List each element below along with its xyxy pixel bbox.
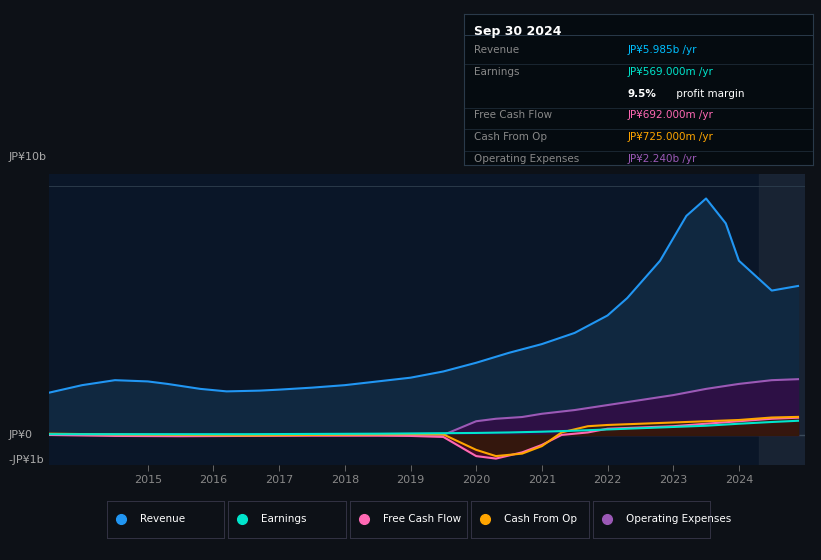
Text: Revenue: Revenue [475,45,520,55]
Text: Cash From Op: Cash From Op [504,515,577,524]
Text: Free Cash Flow: Free Cash Flow [383,515,461,524]
Text: JP¥569.000m /yr: JP¥569.000m /yr [628,67,713,77]
Text: Operating Expenses: Operating Expenses [475,153,580,164]
Text: JP¥0: JP¥0 [8,430,32,440]
Text: JP¥692.000m /yr: JP¥692.000m /yr [628,110,713,120]
Text: JP¥725.000m /yr: JP¥725.000m /yr [628,132,713,142]
Text: JP¥10b: JP¥10b [8,152,46,162]
Text: -JP¥1b: -JP¥1b [8,455,44,465]
Text: Earnings: Earnings [475,67,520,77]
Text: JP¥2.240b /yr: JP¥2.240b /yr [628,153,697,164]
Text: 9.5%: 9.5% [628,88,657,99]
Text: Cash From Op: Cash From Op [475,132,548,142]
Text: JP¥5.985b /yr: JP¥5.985b /yr [628,45,697,55]
Text: Operating Expenses: Operating Expenses [626,515,731,524]
Text: Sep 30 2024: Sep 30 2024 [475,25,562,38]
Text: Earnings: Earnings [261,515,306,524]
Text: Revenue: Revenue [140,515,185,524]
Bar [759,174,805,465]
Text: profit margin: profit margin [673,88,745,99]
Text: Free Cash Flow: Free Cash Flow [475,110,553,120]
